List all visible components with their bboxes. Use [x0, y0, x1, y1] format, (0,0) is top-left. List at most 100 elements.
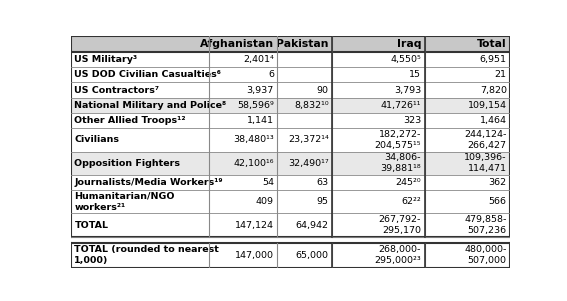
Bar — [425, 98, 510, 113]
Bar — [332, 243, 425, 268]
Bar — [277, 152, 332, 175]
Text: 15: 15 — [409, 70, 421, 79]
Bar — [425, 52, 510, 67]
Bar — [425, 152, 510, 175]
Bar — [332, 82, 425, 98]
Text: 323: 323 — [403, 116, 421, 125]
Bar — [71, 243, 209, 268]
Text: 34,806-
39,881¹⁸: 34,806- 39,881¹⁸ — [380, 153, 421, 173]
Bar — [71, 237, 510, 243]
Bar — [332, 36, 425, 52]
Bar — [425, 36, 510, 52]
Bar — [71, 82, 209, 98]
Text: Other Allied Troops¹²: Other Allied Troops¹² — [74, 116, 186, 125]
Text: 409: 409 — [256, 197, 274, 206]
Text: 480,000-
507,000: 480,000- 507,000 — [464, 245, 507, 265]
Text: 479,858-
507,236: 479,858- 507,236 — [464, 215, 507, 235]
Bar — [425, 82, 510, 98]
Bar — [71, 52, 209, 67]
Bar — [71, 67, 209, 82]
Bar — [209, 152, 277, 175]
Text: Iraq: Iraq — [396, 39, 421, 49]
Bar — [425, 113, 510, 128]
Bar — [277, 67, 332, 82]
Bar — [277, 113, 332, 128]
Bar — [71, 128, 209, 152]
Text: 1,141: 1,141 — [247, 116, 274, 125]
Text: 42,100¹⁶: 42,100¹⁶ — [234, 159, 274, 168]
Bar — [209, 36, 277, 52]
Bar — [332, 67, 425, 82]
Text: 62²²: 62²² — [401, 197, 421, 206]
Text: US Contractors⁷: US Contractors⁷ — [74, 85, 159, 95]
Bar — [277, 175, 332, 190]
Text: National Military and Police⁸: National Military and Police⁸ — [74, 101, 226, 110]
Text: Opposition Fighters: Opposition Fighters — [74, 159, 180, 168]
Bar — [71, 213, 209, 237]
Text: 65,000: 65,000 — [296, 251, 329, 260]
Text: Afghanistan: Afghanistan — [200, 39, 274, 49]
Text: TOTAL: TOTAL — [74, 221, 108, 230]
Bar — [209, 243, 277, 268]
Bar — [71, 98, 209, 113]
Bar — [277, 213, 332, 237]
Bar — [277, 98, 332, 113]
Text: 63: 63 — [317, 178, 329, 187]
Bar — [209, 175, 277, 190]
Text: 3,793: 3,793 — [394, 85, 421, 95]
Text: US DOD Civilian Casualties⁶: US DOD Civilian Casualties⁶ — [74, 70, 221, 79]
Bar — [425, 243, 510, 268]
Bar — [332, 152, 425, 175]
Text: 7,820: 7,820 — [480, 85, 507, 95]
Bar — [425, 67, 510, 82]
Bar — [277, 52, 332, 67]
Text: TOTAL (rounded to nearest
1,000): TOTAL (rounded to nearest 1,000) — [74, 245, 219, 265]
Bar — [209, 128, 277, 152]
Text: 109,154: 109,154 — [468, 101, 507, 110]
Text: 41,726¹¹: 41,726¹¹ — [380, 101, 421, 110]
Text: 267,792-
295,170: 267,792- 295,170 — [379, 215, 421, 235]
Bar — [71, 175, 209, 190]
Text: 58,596⁹: 58,596⁹ — [237, 101, 274, 110]
Bar — [71, 113, 209, 128]
Text: 32,490¹⁷: 32,490¹⁷ — [288, 159, 329, 168]
Bar — [209, 67, 277, 82]
Bar — [277, 128, 332, 152]
Text: 38,480¹³: 38,480¹³ — [233, 135, 274, 144]
Bar — [277, 243, 332, 268]
Text: 182,272-
204,575¹⁵: 182,272- 204,575¹⁵ — [375, 130, 421, 150]
Text: 2,401⁴: 2,401⁴ — [243, 55, 274, 64]
Text: 4,550⁵: 4,550⁵ — [390, 55, 421, 64]
Bar — [71, 190, 209, 213]
Text: 109,396-
114,471: 109,396- 114,471 — [464, 153, 507, 173]
Text: Civilians: Civilians — [74, 135, 120, 144]
Bar — [425, 213, 510, 237]
Bar — [277, 36, 332, 52]
Text: Humanitarian/NGO
workers²¹: Humanitarian/NGO workers²¹ — [74, 192, 175, 212]
Text: 244,124-
266,427: 244,124- 266,427 — [464, 130, 507, 150]
Text: 8,832¹⁰: 8,832¹⁰ — [294, 101, 329, 110]
Bar — [71, 36, 209, 52]
Bar — [209, 52, 277, 67]
Text: 54: 54 — [262, 178, 274, 187]
Text: 1,464: 1,464 — [480, 116, 507, 125]
Text: Journalists/Media Workers¹⁹: Journalists/Media Workers¹⁹ — [74, 178, 223, 187]
Text: 6: 6 — [268, 70, 274, 79]
Text: 566: 566 — [489, 197, 507, 206]
Bar — [209, 82, 277, 98]
Text: 147,124: 147,124 — [235, 221, 274, 230]
Bar — [209, 113, 277, 128]
Text: US Military³: US Military³ — [74, 55, 138, 64]
Bar — [277, 82, 332, 98]
Bar — [332, 190, 425, 213]
Bar — [209, 98, 277, 113]
Text: 21: 21 — [495, 70, 507, 79]
Bar — [209, 190, 277, 213]
Bar — [425, 175, 510, 190]
Text: 268,000-
295,000²³: 268,000- 295,000²³ — [374, 245, 421, 265]
Text: 3,937: 3,937 — [247, 85, 274, 95]
Text: 245²⁰: 245²⁰ — [395, 178, 421, 187]
Bar — [277, 190, 332, 213]
Text: 362: 362 — [489, 178, 507, 187]
Bar — [332, 98, 425, 113]
